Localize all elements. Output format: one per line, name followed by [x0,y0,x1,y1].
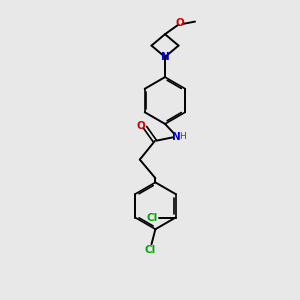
Text: O: O [176,17,184,28]
Text: O: O [136,121,146,131]
Text: Cl: Cl [147,212,158,223]
Text: N: N [172,131,181,142]
Text: H: H [180,132,186,141]
Text: Cl: Cl [144,245,156,255]
Text: N: N [160,52,169,62]
